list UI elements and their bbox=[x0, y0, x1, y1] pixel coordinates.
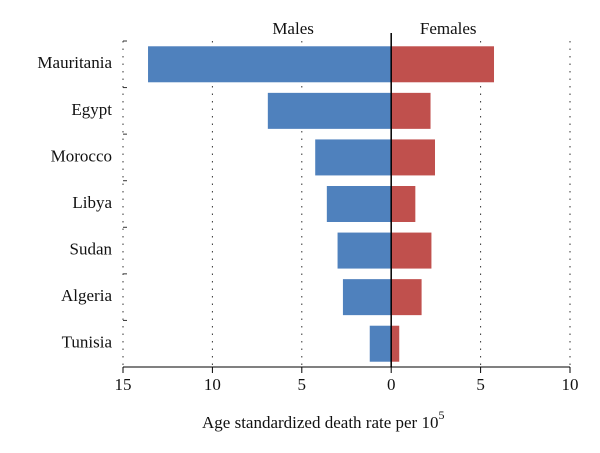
y-tick-label: Libya bbox=[72, 193, 112, 212]
bar bbox=[342, 279, 392, 316]
legend-label: Males bbox=[272, 19, 314, 38]
x-axis-label: Age standardized death rate per 105 bbox=[202, 408, 444, 432]
bar bbox=[391, 186, 416, 222]
x-tick-label: 5 bbox=[298, 375, 307, 394]
bar bbox=[391, 92, 431, 129]
legend-label: Females bbox=[420, 19, 477, 38]
y-tick-label: Algeria bbox=[61, 286, 112, 305]
y-tick-label: Egypt bbox=[71, 100, 112, 119]
bar bbox=[391, 139, 436, 176]
y-tick-label: Morocco bbox=[51, 146, 112, 165]
bar bbox=[315, 139, 392, 176]
bar bbox=[267, 92, 392, 129]
y-tick-label: Sudan bbox=[70, 239, 113, 258]
bar bbox=[391, 325, 400, 362]
x-tick-label: 15 bbox=[115, 375, 132, 394]
bar bbox=[391, 46, 495, 83]
bar bbox=[391, 279, 422, 316]
x-tick-label: 0 bbox=[387, 375, 396, 394]
x-tick-label: 10 bbox=[562, 375, 579, 394]
bar bbox=[391, 232, 432, 269]
bar bbox=[148, 46, 392, 83]
y-tick-label: Tunisia bbox=[62, 333, 113, 352]
y-tick-label: Mauritania bbox=[37, 53, 112, 72]
bar bbox=[337, 232, 392, 269]
bar bbox=[369, 325, 392, 362]
bar bbox=[326, 186, 392, 222]
x-tick-label: 10 bbox=[204, 375, 221, 394]
x-tick-label: 5 bbox=[476, 375, 485, 394]
